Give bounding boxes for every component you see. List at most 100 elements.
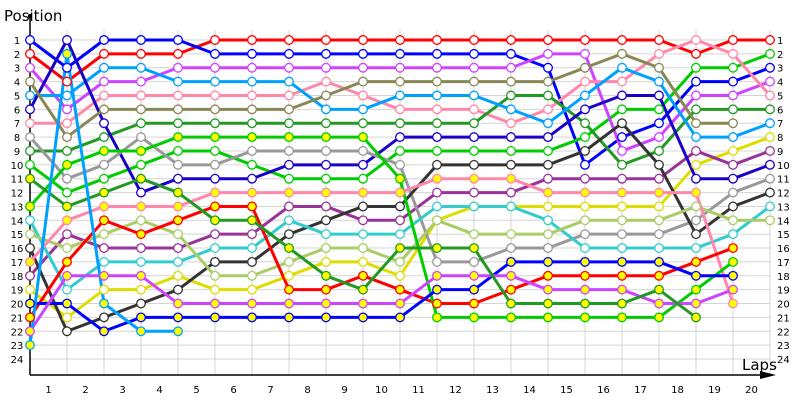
data-point-series-5 [543,90,553,101]
data-point-series-15 [25,256,35,267]
data-point-series-8 [728,159,738,170]
data-point-series-17 [25,201,35,212]
y-tick-label-right: 6 [777,105,783,116]
data-point-series-19 [99,270,109,281]
data-point-series-10 [654,229,664,240]
data-point-series-8 [654,173,664,184]
data-point-series-0 [210,35,220,45]
data-point-series-9 [99,118,109,129]
data-point-series-13 [358,243,368,254]
data-point-series-14 [432,76,442,87]
data-point-series-13 [173,229,183,240]
data-point-series-17 [469,312,479,323]
data-point-series-7 [284,270,294,281]
data-point-series-19 [432,270,442,281]
data-point-series-11 [247,256,257,267]
data-point-series-10 [62,173,72,184]
data-point-series-8 [506,187,516,198]
data-point-series-11 [210,256,220,267]
data-point-series-10 [136,132,146,143]
data-point-series-12 [432,201,442,212]
data-point-series-12 [506,201,516,212]
y-tick-label-left: 12 [11,189,24,200]
y-tick-label-left: 18 [11,272,24,283]
y-axis-title: Position [4,7,62,25]
data-point-series-1 [617,132,627,143]
data-point-series-21 [136,326,146,337]
data-point-series-20 [543,298,553,309]
x-axis-title: Laps [742,356,777,374]
data-point-series-10 [765,173,775,184]
x-tick-label: 2 [82,385,88,396]
data-point-series-14 [580,62,590,73]
x-tick-label: 12 [449,385,462,396]
data-point-series-2 [543,146,553,156]
data-point-series-18 [654,256,664,267]
y-tick-label-left: 2 [14,50,20,61]
y-tick-label-right: 15 [777,230,790,241]
data-point-series-10 [210,159,220,170]
data-point-series-13 [580,215,590,226]
data-point-series-9 [580,104,590,115]
data-point-series-19 [25,326,35,337]
data-point-series-19 [247,298,257,309]
y-tick-label-left: 15 [11,230,24,241]
y-tick-label-left: 9 [14,147,20,158]
data-point-series-4 [210,90,220,101]
y-tick-label-left: 16 [11,244,24,255]
data-point-series-5 [691,104,701,115]
data-point-series-13 [506,229,516,240]
data-point-series-6 [136,62,146,73]
x-axis-arrow-icon [760,371,776,379]
data-point-series-13 [210,270,220,281]
data-point-series-1 [136,35,146,45]
data-point-series-6 [654,76,664,87]
data-point-series-14 [506,76,516,87]
data-point-series-2 [432,146,442,156]
data-point-series-17 [506,312,516,323]
data-point-series-6 [617,62,627,73]
data-point-series-11 [432,159,442,170]
data-point-series-16 [173,215,183,226]
data-point-series-8 [247,229,257,240]
data-point-series-20 [136,173,146,184]
data-point-series-12 [765,201,775,212]
y-tick-label-left: 4 [14,78,20,89]
data-point-series-21 [62,48,72,59]
data-point-series-17 [728,256,738,267]
data-point-series-0 [543,35,553,45]
data-point-series-20 [25,173,35,184]
data-point-series-15 [469,173,479,184]
data-point-series-12 [173,256,183,267]
data-point-series-13 [728,215,738,226]
data-point-series-20 [654,284,664,295]
x-tick-label: 17 [634,385,647,396]
data-point-series-9 [62,35,72,45]
data-point-series-10 [691,215,701,226]
data-point-series-11 [765,187,775,198]
data-point-series-11 [654,159,664,170]
data-point-series-13 [136,215,146,226]
data-point-series-6 [358,104,368,115]
data-point-series-4 [321,76,331,87]
data-point-series-8 [136,243,146,254]
data-point-series-8 [358,215,368,226]
data-point-series-13 [469,229,479,240]
data-point-series-18 [173,312,183,323]
data-point-series-0 [691,48,701,59]
y-tick-label-left: 24 [11,355,24,366]
data-point-series-9 [765,159,775,170]
data-point-series-6 [691,132,701,143]
data-point-series-4 [432,104,442,115]
data-point-series-10 [728,187,738,198]
x-tick-label: 16 [597,385,610,396]
y-tick-label-left: 22 [11,327,24,338]
data-point-series-15 [321,187,331,198]
data-point-series-17 [321,132,331,143]
y-tick-label-right: 14 [777,216,790,227]
data-point-series-17 [173,132,183,143]
data-point-series-19 [321,298,331,309]
data-point-series-6 [210,76,220,87]
data-point-series-11 [469,159,479,170]
